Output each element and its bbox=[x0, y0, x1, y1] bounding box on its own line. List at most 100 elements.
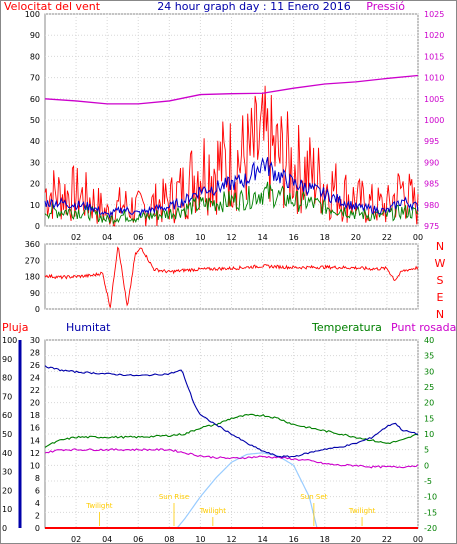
compass-label: S bbox=[437, 274, 444, 287]
compass-label: N bbox=[436, 308, 444, 321]
rain-tick-label: 6 bbox=[35, 486, 40, 495]
direction-tick-label: 360 bbox=[25, 240, 40, 249]
humidity-tick-label: 70 bbox=[2, 392, 12, 401]
wind-tick-label: 10 bbox=[30, 201, 40, 210]
solar-line bbox=[176, 452, 318, 529]
temperature-tick-label: 25 bbox=[424, 383, 434, 392]
humidity-x-tick-label: 22 bbox=[382, 535, 392, 544]
humidity-tick-label: 60 bbox=[2, 411, 12, 420]
humidity-tick-label: 10 bbox=[2, 505, 12, 514]
dewpoint-line bbox=[44, 448, 419, 469]
temperature-tick-label: -15 bbox=[424, 508, 437, 517]
wind-direction-line bbox=[44, 246, 419, 308]
temperature-tick-label: -10 bbox=[424, 493, 437, 502]
humidity-tick-label: 50 bbox=[2, 430, 12, 439]
humidity-tick-label: 40 bbox=[2, 449, 12, 458]
pressure-y-axis: 975 980 985 990 995 1000 1005 1010 1015 1020 1025 bbox=[424, 10, 444, 231]
wind-x-tick-label: 12 bbox=[226, 233, 236, 242]
rain-tick-label: 12 bbox=[30, 449, 40, 458]
humidity-tick-label: 0 bbox=[2, 524, 7, 533]
humidity-x-tick-label: 16 bbox=[289, 535, 299, 544]
wind-tick-label: 80 bbox=[30, 52, 40, 61]
dewpoint-axis-title: Punt rosada bbox=[391, 321, 456, 334]
humidity-x-axis: 02 04 06 08 10 12 14 16 18 20 22 00 bbox=[71, 535, 423, 544]
wind-x-tick-label: 00 bbox=[413, 233, 423, 242]
humidity-x-tick-label: 14 bbox=[257, 535, 267, 544]
wind-tick-label: 0 bbox=[35, 222, 40, 231]
wind-tick-label: 50 bbox=[30, 116, 40, 125]
rain-tick-label: 18 bbox=[30, 411, 40, 420]
direction-tick-label: 0 bbox=[35, 305, 40, 314]
wind-y-axis: 0 10 20 30 40 50 60 70 80 90 100 bbox=[25, 10, 40, 231]
wind-tick-label: 70 bbox=[30, 74, 40, 83]
temperature-tick-label: 20 bbox=[424, 399, 434, 408]
direction-plot-grid bbox=[45, 243, 419, 310]
wind-tick-label: 40 bbox=[30, 137, 40, 146]
wind-tick-label: 90 bbox=[30, 31, 40, 40]
pressure-tick-label: 1015 bbox=[424, 52, 444, 61]
compass-label: E bbox=[437, 291, 444, 304]
pressure-tick-label: 1000 bbox=[424, 116, 444, 125]
temperature-tick-label: -5 bbox=[424, 477, 432, 486]
pressure-line bbox=[44, 74, 419, 105]
rain-tick-label: 14 bbox=[30, 436, 40, 445]
humidity-x-tick-label: 18 bbox=[320, 535, 330, 544]
humidity-tick-label: 30 bbox=[2, 468, 12, 477]
humidity-x-tick-label: 02 bbox=[71, 535, 81, 544]
temperature-tick-label: 40 bbox=[424, 336, 434, 345]
wind-tick-label: 100 bbox=[25, 10, 40, 19]
wind-tick-label: 30 bbox=[30, 158, 40, 167]
humidity-temp-series bbox=[44, 365, 419, 529]
humidity-tick-label: 20 bbox=[2, 486, 12, 495]
wind-x-tick-label: 18 bbox=[320, 233, 330, 242]
rain-tick-label: 28 bbox=[30, 349, 40, 358]
direction-y-axis: 360 270 180 90 0 bbox=[25, 240, 40, 314]
pressure-tick-label: 985 bbox=[424, 180, 439, 189]
humidity-tick-label: 90 bbox=[2, 355, 12, 364]
temperature-tick-label: -20 bbox=[424, 524, 437, 533]
wind-x-tick-label: 22 bbox=[382, 233, 392, 242]
pressure-tick-label: 1010 bbox=[424, 74, 444, 83]
wind-x-tick-label: 16 bbox=[289, 233, 299, 242]
chart-title: 24 hour graph day : 11 Enero 2016 bbox=[157, 0, 351, 13]
rain-tick-label: 0 bbox=[35, 524, 40, 533]
wind-tick-label: 60 bbox=[30, 95, 40, 104]
direction-series bbox=[44, 246, 419, 308]
temperature-y-axis: 40 35 30 25 20 15 10 5 0 -5 -10 -15 -20 bbox=[424, 336, 437, 533]
rain-tick-label: 24 bbox=[30, 374, 40, 383]
compass-label: W bbox=[435, 257, 446, 270]
pressure-tick-label: 1020 bbox=[424, 31, 444, 40]
rain-tick-label: 26 bbox=[30, 361, 40, 370]
wind-x-tick-label: 02 bbox=[71, 233, 81, 242]
temperature-tick-label: 5 bbox=[424, 446, 429, 455]
humidity-tick-label: 80 bbox=[2, 374, 12, 383]
wind-x-tick-label: 06 bbox=[133, 233, 143, 242]
rain-tick-label: 16 bbox=[30, 424, 40, 433]
direction-tick-label: 180 bbox=[25, 273, 40, 282]
wind-x-tick-label: 20 bbox=[351, 233, 361, 242]
rain-tick-label: 22 bbox=[30, 386, 40, 395]
temperature-tick-label: 10 bbox=[424, 430, 434, 439]
wind-x-tick-label: 08 bbox=[164, 233, 174, 242]
humidity-x-tick-label: 00 bbox=[413, 535, 423, 544]
sun-markers: Twilight Sun Rise Twilight Sun Set Twilight bbox=[85, 493, 375, 526]
humidity-x-tick-label: 20 bbox=[351, 535, 361, 544]
wind-series bbox=[44, 74, 419, 227]
humidity-x-tick-label: 04 bbox=[102, 535, 112, 544]
temperature-line bbox=[44, 413, 419, 448]
direction-tick-label: 270 bbox=[25, 256, 40, 265]
pressure-tick-label: 975 bbox=[424, 222, 439, 231]
rain-tick-label: 8 bbox=[35, 474, 40, 483]
pressure-tick-label: 1025 bbox=[424, 10, 444, 19]
wind-x-tick-label: 14 bbox=[257, 233, 267, 242]
wind-average-line bbox=[44, 156, 419, 219]
temperature-tick-label: 35 bbox=[424, 352, 434, 361]
pressure-axis-title: Pressió bbox=[366, 0, 405, 13]
rain-axis-title: Pluja bbox=[2, 321, 28, 334]
rain-tick-label: 20 bbox=[30, 399, 40, 408]
wind-min-line bbox=[44, 181, 419, 226]
